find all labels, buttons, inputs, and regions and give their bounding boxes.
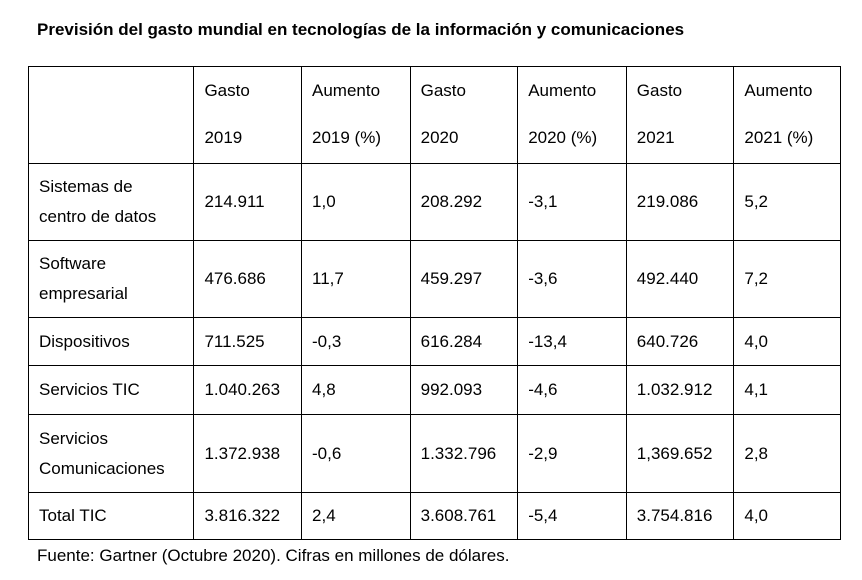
table-row: Servicios TIC 1.040.263 4,8 992.093 -4,6… xyxy=(27,365,841,415)
row-label-cell: Software empresarial xyxy=(27,240,195,318)
value-cell: 1,0 xyxy=(301,163,411,241)
row-label-line1: Sistemas de xyxy=(39,177,133,196)
row-label-cell: Dispositivos xyxy=(27,317,195,366)
value-cell: -3,1 xyxy=(517,163,627,241)
value-cell: -13,4 xyxy=(517,317,627,366)
value-cell: 3.608.761 xyxy=(409,492,519,540)
table-row: Dispositivos 711.525 -0,3 616.284 -13,4 … xyxy=(27,317,841,366)
table-row: Software empresarial 476.686 11,7 459.29… xyxy=(27,240,841,318)
value-cell: 3.754.816 xyxy=(625,492,735,540)
table-row: Sistemas de centro de datos 214.911 1,0 … xyxy=(27,163,841,241)
header-line1: Aumento xyxy=(528,81,597,100)
source-footnote: Fuente: Gartner (Octubre 2020). Cifras e… xyxy=(37,546,510,565)
value-cell: 219.086 xyxy=(625,163,735,241)
table-row: Servicios Comunicaciones 1.372.938 -0,6 … xyxy=(27,414,841,493)
header-blank-cell xyxy=(27,66,195,164)
header-cell: Gasto 2021 xyxy=(625,66,735,164)
value-cell: 11,7 xyxy=(301,240,411,318)
value-cell: 492.440 xyxy=(625,240,735,318)
row-label-line2: Comunicaciones xyxy=(39,458,165,478)
value-cell: 1,369.652 xyxy=(625,414,735,493)
value-cell: 476.686 xyxy=(193,240,303,318)
header-cell: Aumento 2020 (%) xyxy=(517,66,627,164)
value-cell: 640.726 xyxy=(625,317,735,366)
value-cell: 459.297 xyxy=(409,240,519,318)
header-line1: Aumento xyxy=(312,81,381,100)
row-label-cell: Servicios TIC xyxy=(27,365,195,415)
value-cell: 1.372.938 xyxy=(193,414,303,493)
value-cell: 208.292 xyxy=(409,163,519,241)
value-cell: 992.093 xyxy=(409,365,519,415)
header-line1: Gasto xyxy=(420,81,466,100)
value-cell: -3,6 xyxy=(517,240,627,318)
header-line1: Gasto xyxy=(204,81,250,100)
value-cell: 4,1 xyxy=(733,365,841,415)
value-cell: 1.032.912 xyxy=(625,365,735,415)
value-cell: 3.816.322 xyxy=(193,492,303,540)
value-cell: 7,2 xyxy=(733,240,841,318)
header-line1: Aumento xyxy=(744,81,813,100)
value-cell: 4,0 xyxy=(733,317,841,366)
value-cell: -0,3 xyxy=(301,317,411,366)
header-cell: Gasto 2019 xyxy=(193,66,303,164)
table-header-row: Gasto 2019 Aumento 2019 (%) Gasto 2020 A… xyxy=(27,66,841,164)
value-cell: 711.525 xyxy=(193,317,303,366)
header-cell: Aumento 2019 (%) xyxy=(301,66,411,164)
table-row: Total TIC 3.816.322 2,4 3.608.761 -5,4 3… xyxy=(27,492,841,540)
spending-table: Gasto 2019 Aumento 2019 (%) Gasto 2020 A… xyxy=(27,66,841,540)
header-line1: Gasto xyxy=(636,81,683,100)
row-label-line2: empresarial xyxy=(39,284,128,303)
value-cell: -0,6 xyxy=(301,414,411,493)
header-cell: Gasto 2020 xyxy=(409,66,519,164)
value-cell: -2,9 xyxy=(517,414,627,493)
header-line2: 2019 xyxy=(204,128,243,147)
header-line2: 2020 (%) xyxy=(528,128,598,147)
row-label-cell: Sistemas de centro de datos xyxy=(27,163,195,241)
table-title: Previsión del gasto mundial en tecnologí… xyxy=(37,20,685,39)
header-line2: 2020 xyxy=(420,128,459,147)
row-label-line1: Servicios xyxy=(39,428,108,448)
value-cell: 2,4 xyxy=(301,492,411,540)
header-line2: 2019 (%) xyxy=(312,128,381,147)
row-label-line2: centro de datos xyxy=(39,207,157,226)
value-cell: 4,8 xyxy=(301,365,411,415)
header-cell: Aumento 2021 (%) xyxy=(733,66,841,164)
header-line2: 2021 xyxy=(636,128,675,147)
value-cell: 1.332.796 xyxy=(409,414,519,493)
row-label-line1: Software xyxy=(39,254,107,273)
value-cell: 4,0 xyxy=(733,492,841,540)
value-cell: 1.040.263 xyxy=(193,365,303,415)
value-cell: -4,6 xyxy=(517,365,627,415)
value-cell: 214.911 xyxy=(193,163,303,241)
value-cell: 2,8 xyxy=(733,414,841,493)
row-label-cell: Servicios Comunicaciones xyxy=(27,414,195,493)
header-line2: 2021 (%) xyxy=(744,128,814,147)
value-cell: 5,2 xyxy=(733,163,841,241)
value-cell: 616.284 xyxy=(409,317,519,366)
value-cell: -5,4 xyxy=(517,492,627,540)
row-label-cell: Total TIC xyxy=(27,492,195,540)
